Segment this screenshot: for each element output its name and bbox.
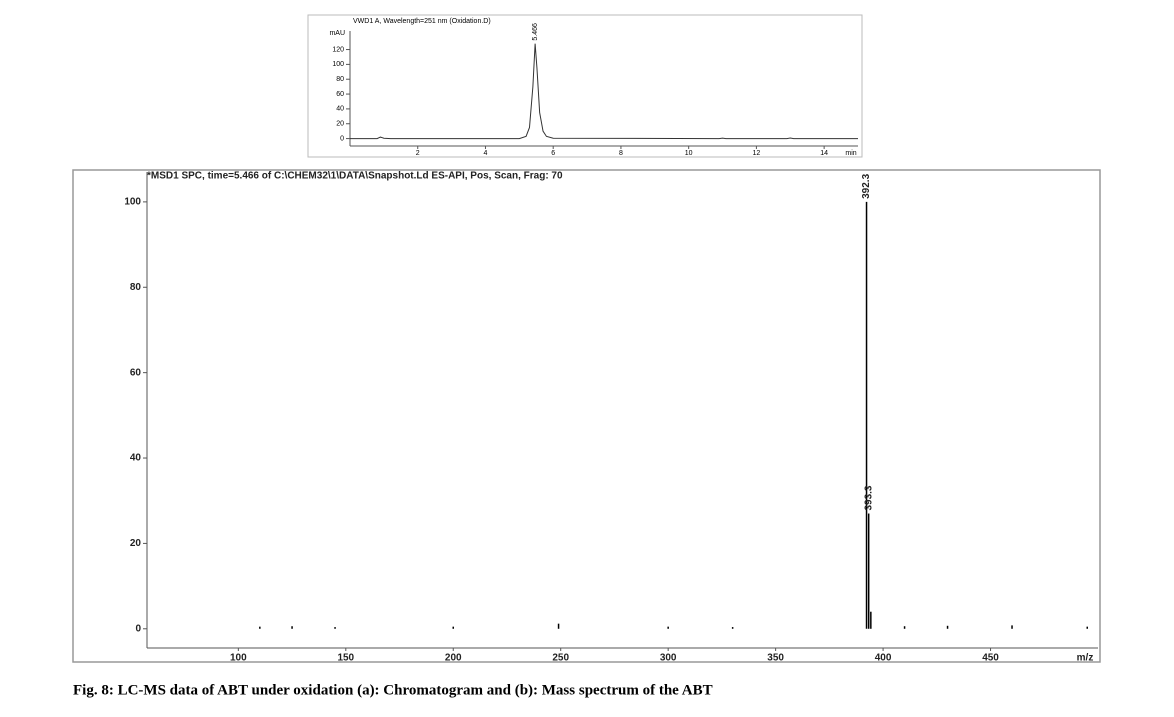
x-tick-label: 12 [753,150,761,157]
y-tick-label: 40 [130,453,142,464]
x-tick-label: 150 [337,653,354,664]
y-tick-label: 0 [135,623,141,634]
peak-label: 393.3 [863,485,874,510]
y-tick-label: 20 [130,538,142,549]
chart-title: *MSD1 SPC, time=5.466 of C:\CHEM32\1\DAT… [147,171,563,182]
y-tick-label: 40 [336,106,344,113]
x-tick-label: 300 [660,653,677,664]
x-tick-label: 100 [230,653,247,664]
x-tick-label: 6 [551,150,555,157]
y-tick-label: 100 [124,197,141,208]
x-tick-label: 350 [767,653,784,664]
x-tick-label: 14 [820,150,828,157]
y-tick-label: 100 [332,61,344,68]
x-axis-label: min [845,150,856,157]
y-tick-label: 120 [332,46,344,53]
x-tick-label: 2 [416,150,420,157]
x-tick-label: 10 [685,150,693,157]
peak-label: 392.3 [861,173,872,198]
x-tick-label: 4 [484,150,488,157]
x-tick-label: 400 [875,653,892,664]
caption: Fig. 8: LC-MS data of ABT under oxidatio… [73,682,713,698]
y-axis-label: mAU [329,30,345,37]
y-tick-label: 20 [336,121,344,128]
x-axis-label: m/z [1077,653,1094,664]
spectrum-frame [72,169,1101,663]
y-tick-label: 0 [340,135,344,142]
y-tick-label: 60 [130,367,142,378]
chromatogram-frame [307,14,863,158]
x-tick-label: 200 [445,653,462,664]
y-tick-label: 80 [130,282,142,293]
y-tick-label: 60 [336,91,344,98]
x-tick-label: 450 [982,653,999,664]
peak-label: 5.466 [532,23,539,41]
x-tick-label: 250 [552,653,569,664]
y-tick-label: 80 [336,76,344,83]
line [350,43,858,140]
x-tick-label: 8 [619,150,623,157]
chart-title: VWD1 A, Wavelength=251 nm (Oxidation.D) [353,18,491,25]
